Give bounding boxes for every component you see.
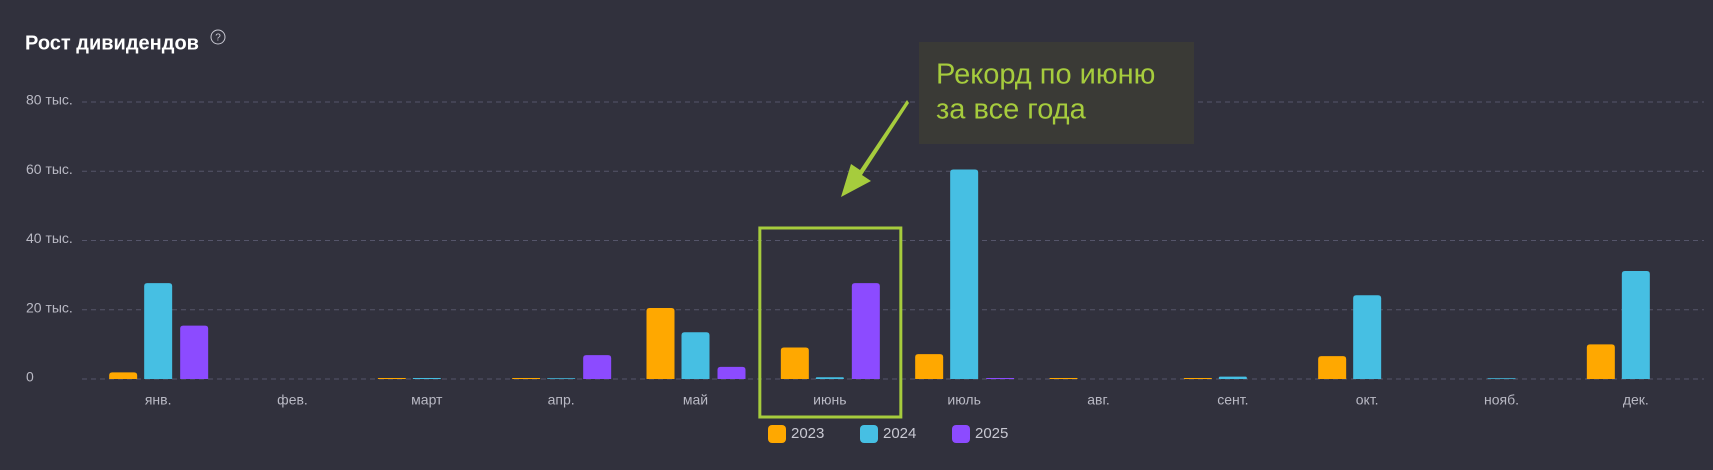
bar bbox=[377, 377, 406, 379]
bar bbox=[717, 366, 746, 379]
bar bbox=[646, 308, 675, 379]
x-tick-label: июль bbox=[947, 392, 980, 408]
bar bbox=[144, 283, 173, 379]
x-tick-label: апр. bbox=[548, 392, 575, 408]
x-tick-label: окт. bbox=[1356, 392, 1379, 408]
y-tick-label: 80 тыс. bbox=[26, 92, 73, 108]
help-icon-text: ? bbox=[215, 33, 221, 44]
x-tick-label: дек. bbox=[1623, 392, 1649, 408]
legend-label: 2024 bbox=[883, 425, 916, 442]
bar bbox=[815, 377, 844, 379]
legend-label: 2025 bbox=[975, 425, 1008, 442]
annotation-text: Рекорд по июню bbox=[936, 59, 1155, 91]
x-tick-label: июнь bbox=[813, 392, 846, 408]
y-tick-label: 60 тыс. bbox=[26, 161, 73, 177]
bar bbox=[583, 355, 612, 379]
x-tick-label: нояб. bbox=[1484, 392, 1519, 408]
legend-swatch bbox=[860, 425, 878, 443]
x-tick-label: авг. bbox=[1087, 392, 1110, 408]
bar bbox=[1049, 377, 1078, 379]
x-tick-label: сент. bbox=[1217, 392, 1248, 408]
bar bbox=[681, 332, 710, 379]
annotation-box bbox=[919, 42, 1194, 144]
bar bbox=[412, 377, 441, 379]
bar bbox=[547, 378, 576, 379]
bar bbox=[512, 377, 541, 379]
x-tick-label: фев. bbox=[277, 392, 308, 408]
legend-swatch bbox=[768, 425, 786, 443]
bar bbox=[1318, 356, 1347, 379]
bar bbox=[950, 169, 979, 379]
highlight-box bbox=[758, 226, 903, 419]
chart-title: Рост дивидендов bbox=[25, 32, 199, 54]
bar bbox=[1218, 376, 1247, 379]
x-tick-label: март bbox=[411, 392, 443, 408]
bar bbox=[109, 372, 138, 379]
legend-label: 2023 bbox=[791, 425, 824, 442]
bar bbox=[986, 377, 1015, 379]
bar bbox=[915, 354, 944, 379]
legend-swatch bbox=[952, 425, 970, 443]
help-icon[interactable] bbox=[210, 29, 226, 45]
bar bbox=[780, 347, 809, 379]
y-tick-label: 0 bbox=[26, 369, 34, 385]
x-tick-label: май bbox=[683, 392, 708, 408]
bar bbox=[1183, 377, 1212, 379]
annotation-text: за все года bbox=[936, 94, 1087, 126]
bar bbox=[180, 325, 209, 379]
bar bbox=[1586, 344, 1615, 379]
x-tick-label: янв. bbox=[145, 392, 172, 408]
bar bbox=[1353, 295, 1382, 379]
y-tick-label: 40 тыс. bbox=[26, 230, 73, 246]
bar bbox=[1487, 378, 1516, 379]
annotation-arrow bbox=[841, 100, 909, 197]
bar bbox=[1621, 270, 1650, 379]
y-tick-label: 20 тыс. bbox=[26, 299, 73, 315]
bar bbox=[851, 283, 880, 379]
